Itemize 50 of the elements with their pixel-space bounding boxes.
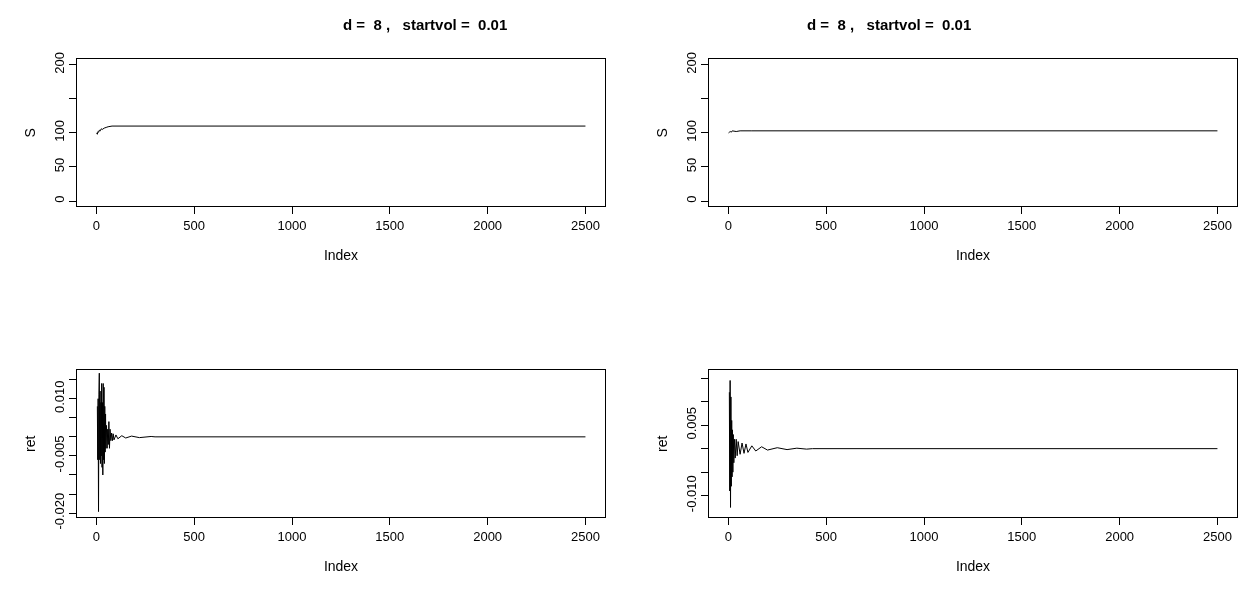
y-tick-label: -0.010 xyxy=(683,475,699,513)
y-tick-label: 200 xyxy=(683,51,699,74)
y-tick-label: 0 xyxy=(683,195,699,203)
x-tick-label: 2500 xyxy=(1202,218,1232,234)
x-tick-label: 2000 xyxy=(1105,218,1135,234)
x-tick-label: 0 xyxy=(92,528,100,544)
y-tick-label: 0.010 xyxy=(51,380,67,414)
x-tick-label: 2000 xyxy=(1105,528,1135,544)
x-tick-label: 1000 xyxy=(277,218,307,234)
y-axis-title: ret xyxy=(22,435,39,452)
x-tick-label: 1000 xyxy=(277,528,307,544)
x-tick-label: 2000 xyxy=(473,528,503,544)
y-axis-title: S xyxy=(22,128,39,138)
y-tick-label: 200 xyxy=(51,51,67,74)
line-series xyxy=(96,372,586,513)
x-tick-label: 500 xyxy=(183,218,206,234)
x-tick-label: 2500 xyxy=(570,218,600,234)
x-axis-title: Index xyxy=(955,558,991,575)
y-axis-title: ret xyxy=(654,435,671,452)
x-tick-label: 1500 xyxy=(375,218,405,234)
x-axis-title: Index xyxy=(323,247,359,264)
x-tick-label: 2500 xyxy=(570,528,600,544)
y-tick-label: 50 xyxy=(683,157,699,173)
x-tick-label: 2500 xyxy=(1202,528,1232,544)
x-axis-title: Index xyxy=(955,247,991,264)
x-tick-label: 500 xyxy=(815,218,838,234)
chart-title: d = 8 , startvol = 0.01 xyxy=(807,16,972,33)
x-tick-label: 0 xyxy=(92,218,100,234)
line-series xyxy=(728,379,1218,508)
y-tick-label: -0.020 xyxy=(51,492,67,530)
y-tick-label: 100 xyxy=(683,120,699,142)
y-tick-label: 100 xyxy=(51,120,67,142)
y-tick-label: -0.005 xyxy=(51,435,67,473)
x-tick-label: 1000 xyxy=(909,218,939,234)
y-tick-label: 0 xyxy=(51,195,67,203)
line-series xyxy=(96,125,586,135)
x-tick-label: 0 xyxy=(724,528,732,544)
x-tick-label: 1000 xyxy=(909,528,939,544)
x-tick-label: 0 xyxy=(724,218,732,234)
x-tick-label: 500 xyxy=(815,528,838,544)
y-axis-title: S xyxy=(654,128,671,138)
x-tick-label: 1500 xyxy=(1007,528,1037,544)
x-tick-label: 1500 xyxy=(375,528,405,544)
y-tick-label: 0.005 xyxy=(683,406,699,440)
x-axis-title: Index xyxy=(323,558,359,575)
y-tick-label: 50 xyxy=(51,157,67,173)
x-tick-label: 500 xyxy=(183,528,206,544)
chart-title: d = 8 , startvol = 0.01 xyxy=(343,16,508,33)
x-tick-label: 1500 xyxy=(1007,218,1037,234)
x-tick-label: 2000 xyxy=(473,218,503,234)
